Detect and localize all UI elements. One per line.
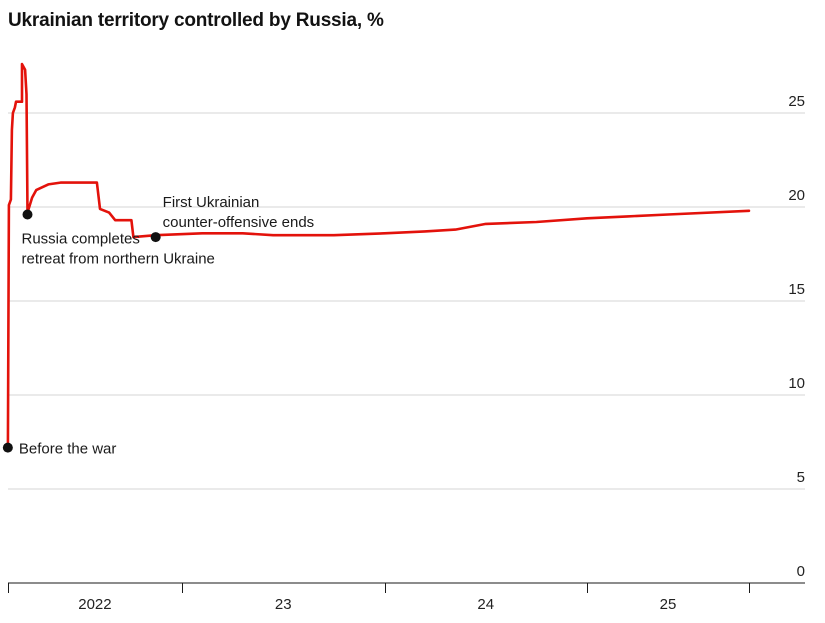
- y-tick-label: 15: [788, 281, 805, 298]
- gridlines: [8, 112, 805, 490]
- annotation-dot: [150, 232, 161, 243]
- x-tick-label: 24: [477, 596, 494, 613]
- annotations: Before the war Russia completes retreat fr…: [2, 194, 314, 458]
- y-tick-label: 20: [788, 187, 805, 204]
- series-line: [6, 62, 751, 449]
- annotation-label: Before the war: [19, 441, 117, 458]
- chart-title: Ukrainian territory controlled by Russia…: [8, 10, 384, 31]
- y-tick-label: 10: [788, 375, 805, 392]
- y-tick-label: 5: [797, 469, 805, 486]
- x-tick-label: 23: [275, 596, 292, 613]
- x-tick-label: 25: [660, 596, 677, 613]
- y-axis-ticks: 0 5 10 15 20 25: [788, 93, 805, 580]
- annotation-dot: [2, 442, 13, 453]
- annotation-label: First Ukrainian: [163, 194, 260, 211]
- annotation-label: counter-offensive ends: [163, 214, 314, 231]
- x-axis: 2022 23 24 25: [8, 582, 805, 613]
- annotation-label: Russia completes: [21, 231, 139, 248]
- x-tick-label: 2022: [78, 596, 111, 613]
- y-tick-label: 0: [797, 563, 805, 580]
- y-tick-label: 25: [788, 93, 805, 110]
- annotation-dot: [22, 209, 33, 220]
- annotation-label: retreat from northern Ukraine: [21, 251, 214, 268]
- series-layer: [6, 62, 751, 449]
